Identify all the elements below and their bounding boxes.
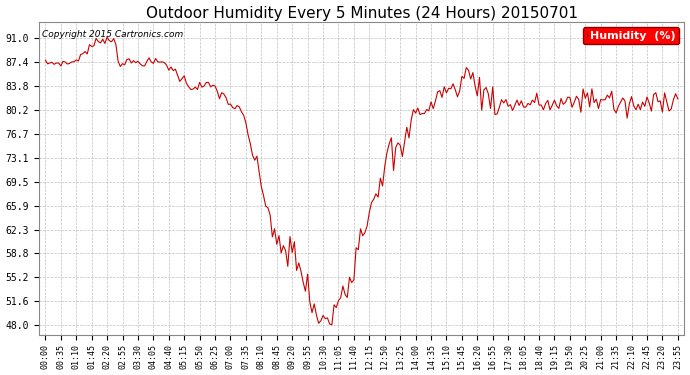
Title: Outdoor Humidity Every 5 Minutes (24 Hours) 20150701: Outdoor Humidity Every 5 Minutes (24 Hou…	[146, 6, 578, 21]
Legend: Humidity  (%): Humidity (%)	[583, 27, 679, 44]
Text: Copyright 2015 Cartronics.com: Copyright 2015 Cartronics.com	[42, 30, 184, 39]
